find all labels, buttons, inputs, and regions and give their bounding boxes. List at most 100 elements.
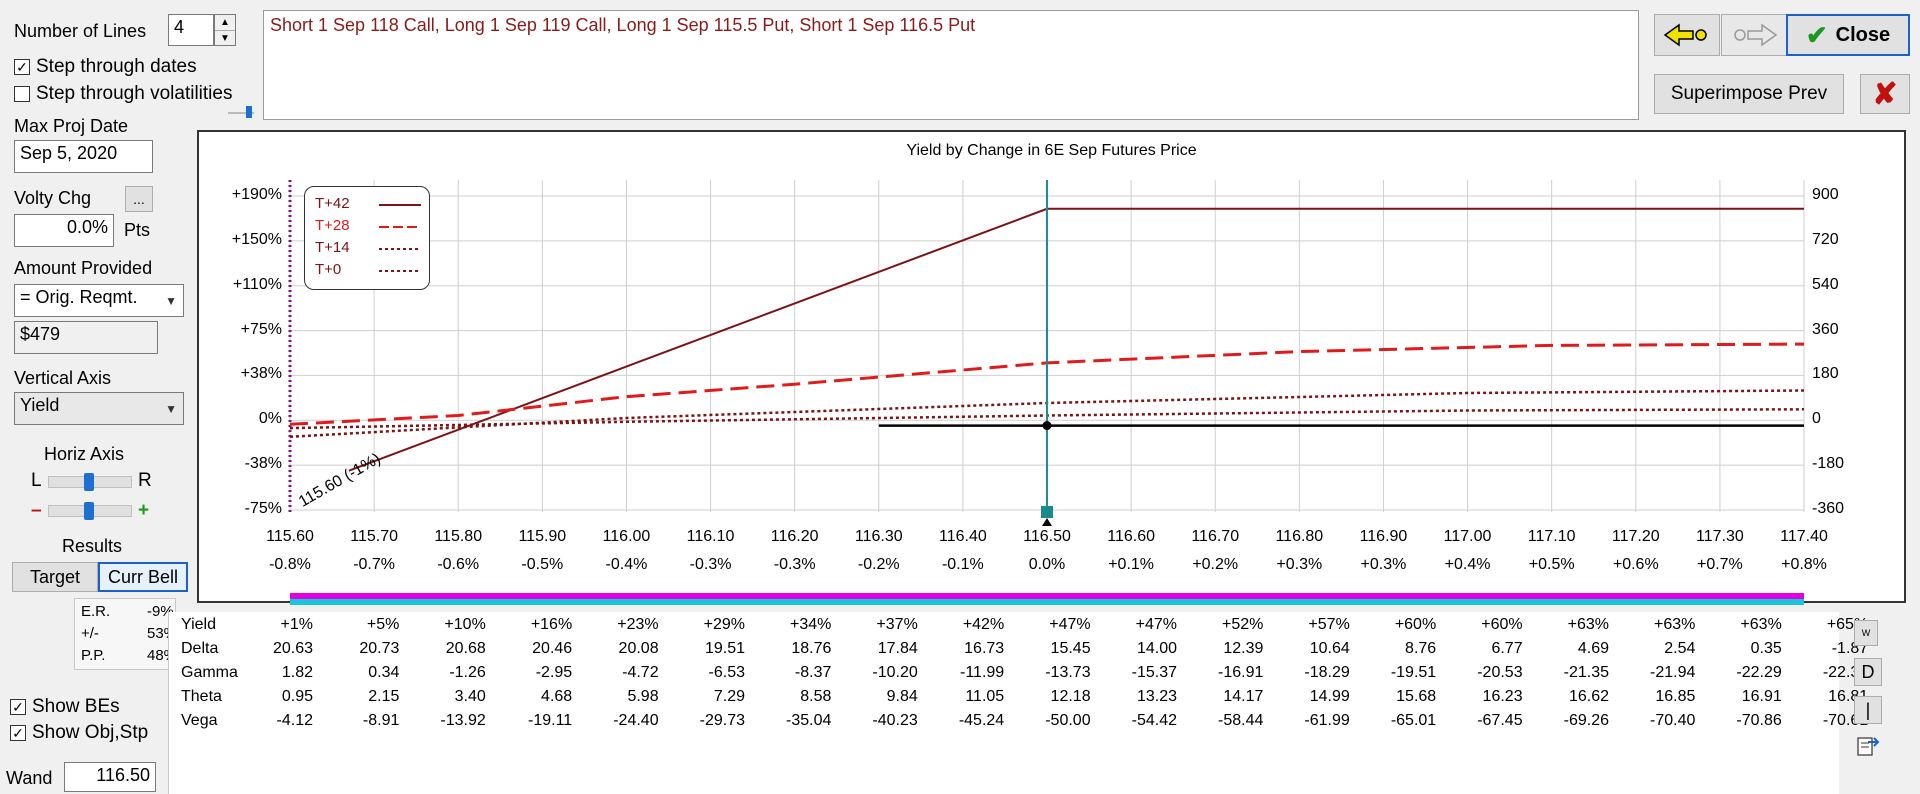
chevron-down-icon: ▼ — [165, 401, 177, 416]
spin-down-icon[interactable]: ▼ — [220, 33, 230, 44]
num-lines-spinner[interactable]: ▲ ▼ — [214, 14, 236, 46]
legend-item: T+14 — [315, 239, 421, 259]
table-cell: +47% — [1049, 616, 1091, 633]
delete-button[interactable]: ✘ — [1860, 74, 1910, 114]
table-cell: 6.77 — [1491, 640, 1523, 657]
x-pct-tick: -0.4% — [605, 556, 648, 573]
table-cell: -69.26 — [1563, 712, 1609, 729]
close-button[interactable]: ✔ Close — [1786, 14, 1910, 56]
x-pct-tick: -0.3% — [773, 556, 816, 573]
forward-button[interactable] — [1721, 14, 1787, 56]
wand-marker[interactable] — [1041, 506, 1053, 518]
max-proj-input[interactable]: Sep 5, 2020 — [14, 140, 153, 173]
table-cell: -16.91 — [1218, 664, 1264, 681]
table-cell: -8.91 — [362, 712, 400, 729]
x-pct-tick: 0.0% — [1028, 556, 1066, 573]
volty-dialog-button[interactable]: ... — [125, 186, 153, 212]
table-cell: 0.95 — [281, 688, 313, 705]
vaxis-select-value: Yield — [20, 395, 60, 415]
table-cell: 14.00 — [1136, 640, 1177, 657]
table-cell: -45.24 — [958, 712, 1005, 729]
table-cell: -19.11 — [528, 712, 573, 729]
x-tick: 117.00 — [1443, 528, 1492, 545]
zoom-minus-icon[interactable]: – — [31, 500, 42, 521]
small-slider[interactable] — [228, 106, 254, 118]
y-right-tick: -180 — [1812, 455, 1845, 473]
strategy-textbox[interactable]: Short 1 Sep 118 Call, Long 1 Sep 119 Cal… — [263, 10, 1639, 120]
wand-input[interactable]: 116.50 — [64, 762, 156, 792]
x-pct-tick: +0.4% — [1444, 556, 1491, 573]
export-button[interactable] — [1856, 734, 1882, 758]
zoom-plus-icon[interactable]: + — [138, 500, 150, 521]
legend-swatch — [379, 270, 421, 272]
x-pct-tick: +0.5% — [1528, 556, 1575, 573]
table-cell: 5.98 — [627, 688, 659, 705]
x-tick: 116.80 — [1275, 528, 1324, 545]
step-dates-checkbox[interactable]: ✓ Step through dates — [14, 56, 197, 78]
curr-bell-label: Curr Bell — [107, 566, 178, 587]
x-pct-tick: -0.1% — [941, 556, 984, 573]
table-cell: -18.29 — [1304, 664, 1350, 681]
x-tick: 116.10 — [686, 528, 735, 545]
table-cell: +63% — [1740, 616, 1782, 633]
table-cell: +34% — [790, 616, 832, 633]
arrow-right-icon — [1734, 23, 1778, 47]
target-button[interactable]: Target — [12, 562, 98, 592]
num-lines-input[interactable]: 4 — [168, 14, 214, 46]
table-cell: 8.76 — [1405, 640, 1437, 657]
y-right-tick: 720 — [1812, 230, 1839, 248]
table-cell: +52% — [1222, 616, 1264, 633]
y-left-tick: +38% — [240, 365, 282, 383]
table-cell: -20.53 — [1477, 664, 1523, 681]
table-cell: +63% — [1654, 616, 1696, 633]
i-button[interactable]: | — [1854, 696, 1882, 724]
table-cell: -2.95 — [535, 664, 573, 681]
haxis-lr-thumb[interactable] — [84, 473, 94, 491]
spin-up-icon[interactable]: ▲ — [215, 15, 235, 31]
superimpose-button[interactable]: Superimpose Prev — [1654, 74, 1844, 114]
amount-select-value: = Orig. Reqmt. — [20, 287, 138, 307]
num-lines-value: 4 — [174, 17, 185, 37]
show-bes-checkbox[interactable]: ✓ Show BEs — [10, 696, 120, 718]
vaxis-label: Vertical Axis — [14, 368, 112, 388]
x-tick: 117.20 — [1611, 528, 1660, 545]
magenta-bar — [290, 593, 1804, 599]
table-cell: +60% — [1394, 616, 1437, 633]
table-cell: 4.68 — [541, 688, 573, 705]
ww-icon-button[interactable]: W — [1854, 620, 1878, 646]
vaxis-select[interactable]: Yield ▼ — [14, 392, 184, 425]
table-cell: 20.63 — [272, 640, 313, 657]
table-cell: 16.73 — [964, 640, 1005, 657]
haxis-label: Horiz Axis — [44, 444, 125, 464]
zoom-thumb[interactable] — [84, 502, 94, 520]
superimpose-label: Superimpose Prev — [1670, 83, 1828, 104]
arrow-left-icon — [1663, 23, 1707, 47]
curr-bell-button[interactable]: Curr Bell — [98, 562, 188, 592]
table-cell: +37% — [876, 616, 918, 633]
x-tick: 116.90 — [1359, 528, 1408, 545]
amount-select[interactable]: = Orig. Reqmt. ▼ — [14, 284, 184, 317]
step-vols-checkbox[interactable]: Step through volatilities — [14, 83, 232, 105]
table-cell: -70.86 — [1736, 712, 1782, 729]
table-cell: -19.51 — [1390, 664, 1437, 681]
legend-swatch — [379, 204, 421, 206]
d-button[interactable]: D — [1854, 658, 1882, 686]
table-cell: +23% — [617, 616, 659, 633]
show-obj-checkbox[interactable]: ✓ Show Obj,Stp — [10, 722, 148, 744]
volty-units: Pts — [124, 220, 151, 240]
num-lines-label: Number of Lines — [14, 21, 147, 41]
table-cell: -35.04 — [786, 712, 832, 729]
back-button[interactable] — [1654, 14, 1720, 56]
table-cell: +10% — [444, 616, 486, 633]
table-cell: 0.34 — [368, 664, 400, 681]
table-cell: 2.54 — [1664, 640, 1696, 657]
table-cell: +16% — [530, 616, 573, 633]
legend-swatch — [379, 248, 421, 250]
x-pct-tick: -0.2% — [857, 556, 900, 573]
volty-input[interactable]: 0.0% — [14, 214, 114, 247]
volty-value: 0.0% — [66, 217, 108, 237]
table-cell: -15.37 — [1131, 664, 1177, 681]
results-label: Results — [62, 536, 123, 556]
table-cell: -4.12 — [276, 712, 313, 729]
small-slider-thumb[interactable] — [246, 106, 252, 118]
